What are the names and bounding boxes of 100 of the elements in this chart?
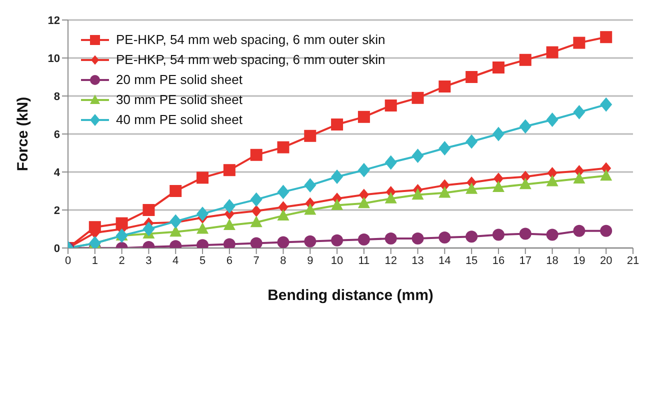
legend-label: 30 mm PE solid sheet bbox=[116, 91, 242, 109]
point bbox=[331, 198, 344, 210]
point bbox=[358, 233, 370, 246]
point bbox=[492, 228, 504, 241]
x-tick-label: 16 bbox=[492, 254, 505, 267]
point bbox=[223, 164, 236, 176]
x-tick-label: 12 bbox=[384, 254, 397, 267]
point bbox=[196, 172, 209, 184]
point bbox=[573, 36, 586, 49]
point bbox=[277, 184, 290, 200]
point bbox=[492, 126, 504, 142]
point bbox=[331, 118, 344, 130]
point bbox=[547, 166, 558, 179]
point bbox=[142, 204, 155, 216]
point bbox=[223, 199, 236, 214]
point bbox=[546, 112, 558, 127]
point bbox=[251, 204, 262, 217]
point bbox=[223, 218, 236, 230]
x-tick-label: 9 bbox=[307, 254, 314, 267]
point bbox=[142, 222, 155, 236]
legend-label: 20 mm PE solid sheet bbox=[116, 71, 242, 89]
point bbox=[546, 174, 558, 186]
point bbox=[384, 232, 397, 244]
point bbox=[250, 148, 262, 161]
point bbox=[573, 224, 586, 237]
point bbox=[466, 134, 478, 149]
point bbox=[358, 162, 370, 178]
point bbox=[277, 209, 290, 220]
point bbox=[412, 148, 424, 164]
point bbox=[573, 172, 586, 184]
point bbox=[466, 230, 478, 243]
point bbox=[384, 100, 397, 112]
point bbox=[519, 178, 532, 190]
point bbox=[492, 180, 504, 192]
point bbox=[466, 71, 478, 83]
x-tick-label: 14 bbox=[438, 254, 451, 267]
x-axis-title: Bending distance (mm) bbox=[268, 287, 434, 304]
point bbox=[250, 216, 262, 228]
point bbox=[384, 192, 397, 204]
y-axis-title: Force (kN) bbox=[14, 96, 32, 172]
x-tick-label: 15 bbox=[465, 254, 478, 267]
legend-label: PE-HKP, 54 mm web spacing, 6 mm outer skin bbox=[116, 51, 386, 69]
legend-label: 40 mm PE solid sheet bbox=[116, 111, 242, 129]
x-tick-label: 10 bbox=[330, 254, 344, 267]
y-tick-label: 4 bbox=[54, 166, 61, 179]
point bbox=[116, 228, 128, 243]
x-tick-label: 1 bbox=[92, 254, 98, 267]
point bbox=[412, 188, 424, 200]
point bbox=[492, 62, 504, 74]
point bbox=[304, 130, 316, 142]
y-tick-label: 6 bbox=[54, 128, 60, 141]
x-tick-label: 8 bbox=[280, 254, 286, 267]
point bbox=[493, 172, 504, 185]
y-tick-label: 8 bbox=[54, 90, 60, 103]
point bbox=[304, 178, 316, 192]
point bbox=[438, 80, 451, 92]
point bbox=[250, 192, 262, 207]
x-tick-label: 0 bbox=[64, 254, 72, 267]
y-tick-label: 0 bbox=[54, 242, 60, 255]
point bbox=[196, 206, 209, 221]
point bbox=[196, 222, 209, 234]
point bbox=[358, 188, 369, 201]
point bbox=[277, 236, 290, 248]
point bbox=[250, 237, 262, 248]
point bbox=[546, 46, 558, 58]
x-tick-label: 13 bbox=[412, 254, 424, 267]
x-tick-label: 2 bbox=[118, 254, 125, 267]
point bbox=[438, 141, 451, 156]
point bbox=[304, 203, 316, 215]
point bbox=[412, 92, 424, 104]
point bbox=[277, 141, 290, 154]
x-tick-label: 7 bbox=[253, 254, 260, 267]
x-tick-label: 17 bbox=[519, 254, 532, 267]
point bbox=[438, 232, 451, 244]
point bbox=[358, 196, 370, 208]
x-tick-label: 4 bbox=[172, 254, 179, 267]
x-tick-label: 3 bbox=[146, 254, 152, 267]
point bbox=[573, 104, 586, 120]
point bbox=[170, 185, 182, 197]
point bbox=[600, 224, 612, 237]
point bbox=[519, 54, 532, 66]
point bbox=[358, 110, 370, 123]
point bbox=[331, 170, 344, 184]
point bbox=[519, 119, 532, 134]
x-tick-label: 11 bbox=[358, 254, 370, 267]
point bbox=[384, 155, 397, 170]
x-tick-label: 19 bbox=[573, 254, 586, 267]
x-tick-label: 20 bbox=[600, 254, 612, 267]
x-tick-label: 21 bbox=[626, 254, 640, 267]
x-tick-label: 5 bbox=[199, 254, 206, 267]
point bbox=[278, 201, 288, 214]
y-tick-label: 12 bbox=[48, 14, 60, 27]
point bbox=[466, 182, 478, 194]
y-tick-label: 2 bbox=[54, 204, 60, 217]
y-tick-label: 10 bbox=[48, 52, 60, 65]
x-tick-label: 6 bbox=[226, 254, 232, 267]
point bbox=[304, 235, 316, 248]
point bbox=[600, 169, 612, 181]
point bbox=[600, 31, 612, 44]
point bbox=[412, 232, 424, 244]
